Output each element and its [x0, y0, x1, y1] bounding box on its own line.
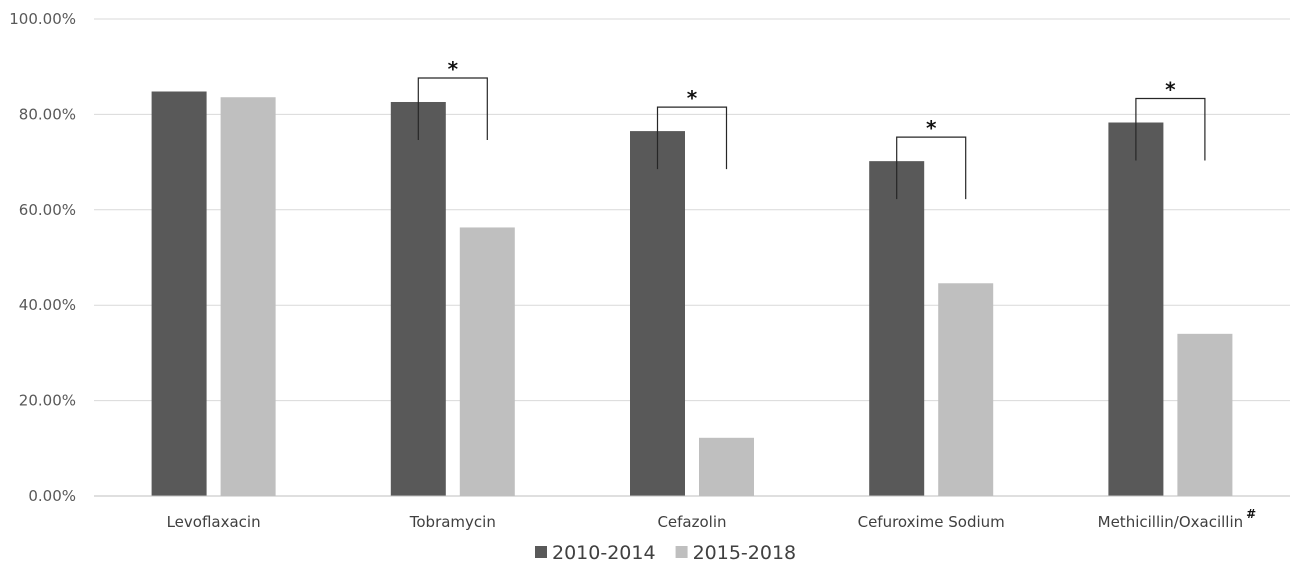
x-category-label: Tobramycin	[409, 513, 496, 531]
x-category-label: Cefuroxime Sodium	[858, 513, 1005, 531]
y-tick-label: 100.00%	[9, 10, 76, 28]
significance-bracket	[896, 136, 967, 200]
x-category-label: Cefazolin	[657, 513, 726, 531]
bar-series-2	[459, 227, 515, 496]
y-tick-label: 80.00%	[19, 105, 76, 123]
significance-brackets: * * * *	[417, 57, 1206, 200]
significance-bracket	[417, 77, 488, 140]
y-tick-label: 60.00%	[19, 201, 76, 219]
significance-marker: *	[448, 57, 459, 81]
bar-series-2	[938, 283, 994, 496]
legend-swatch	[675, 546, 688, 558]
legend-label: 2015-2018	[693, 542, 797, 564]
category-note-marker: #	[1246, 507, 1256, 521]
x-category-label: Methicillin/Oxacillin	[1098, 513, 1244, 531]
significance-bracket	[656, 106, 728, 170]
legend: 2010-2014 2015-2018	[535, 542, 796, 564]
legend-swatch	[535, 546, 547, 558]
significance-marker: *	[687, 86, 698, 110]
y-axis-tick-labels: 0.00% 20.00% 40.00% 60.00% 80.00% 100.00%	[9, 10, 76, 505]
x-category-label: Levoflaxacin	[167, 513, 261, 531]
y-tick-label: 40.00%	[19, 296, 76, 314]
bar-series-1	[869, 161, 925, 496]
bar-series-1	[630, 131, 685, 496]
category-labels: Levoflaxacin Tobramycin Cefazolin Cefuroxim…	[167, 507, 1257, 531]
y-tick-label: 0.00%	[28, 487, 76, 505]
bar-series-2	[699, 437, 754, 496]
bar-series-1	[390, 101, 446, 497]
bar-series-2	[1177, 333, 1233, 496]
y-tick-label: 20.00%	[19, 392, 76, 410]
significance-marker: *	[926, 116, 937, 140]
gridlines	[94, 18, 1290, 402]
bar-series-1	[1108, 122, 1164, 496]
legend-label: 2010-2014	[552, 542, 656, 564]
bar-series-1	[151, 91, 207, 496]
significance-bracket	[1135, 97, 1206, 161]
bar-series-2	[220, 97, 276, 496]
significance-marker: *	[1165, 78, 1176, 102]
bars	[151, 91, 1233, 497]
